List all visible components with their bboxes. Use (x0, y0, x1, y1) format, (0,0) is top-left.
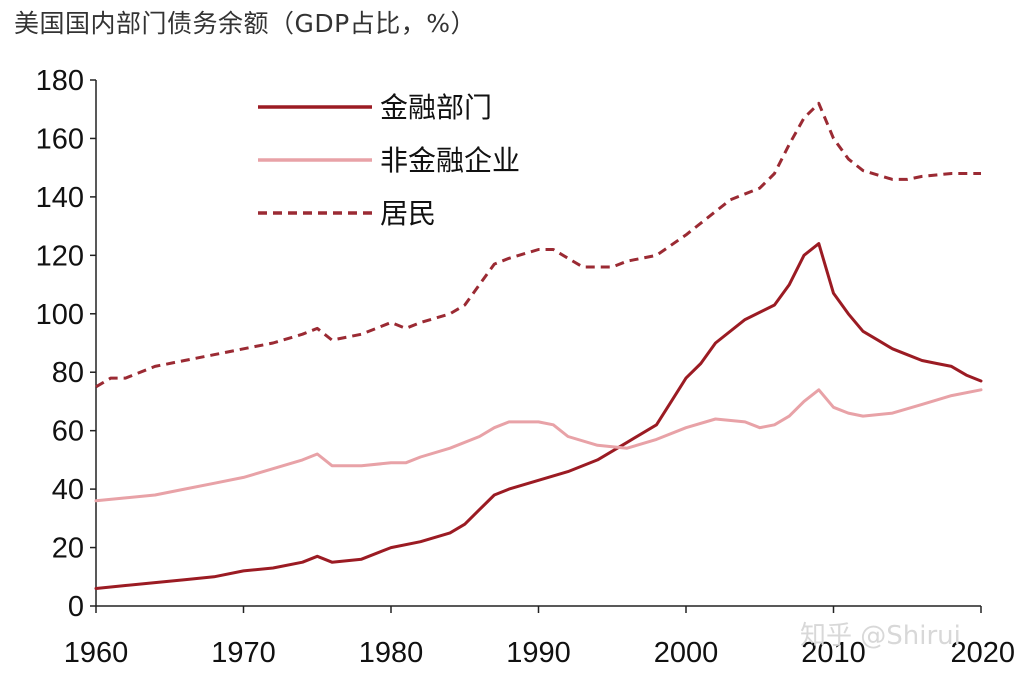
y-tick-label: 60 (52, 416, 84, 448)
x-tick-label: 1980 (359, 637, 424, 669)
x-tick-label: 2020 (950, 637, 1015, 669)
y-tick-label: 160 (36, 123, 84, 155)
series-lines (94, 101, 983, 590)
x-tick-label: 1990 (506, 637, 571, 669)
y-tick-label: 140 (36, 182, 84, 214)
y-tick-label: 0 (68, 591, 84, 623)
chart-title: 美国国内部门债务余额（GDP占比，%） (14, 9, 476, 38)
watermark-text: 知乎 @Shirui (800, 621, 961, 651)
y-tick-label: 20 (52, 533, 84, 565)
axes: 0 20 40 60 80 100 120 140 160 180 1960 1970 1980 1990… (36, 65, 1015, 669)
legend-label-1: 非金融企业 (380, 144, 520, 177)
x-tick-label: 2010 (801, 637, 866, 669)
y-tick-label: 180 (36, 65, 84, 97)
x-tick-label: 1960 (64, 637, 129, 669)
y-tick-label: 80 (52, 357, 84, 389)
x-tick-label: 1970 (211, 637, 276, 669)
legend-label-0: 金融部门 (380, 91, 492, 124)
y-tick-label: 100 (36, 299, 84, 331)
series-line-2 (95, 101, 981, 389)
legend-label-2: 居民 (380, 197, 436, 230)
series-line-0 (94, 242, 983, 590)
series-line-1 (94, 388, 983, 503)
x-tick-label: 2000 (654, 637, 719, 669)
y-tick-label: 40 (52, 474, 84, 506)
y-tick-label: 120 (36, 240, 84, 272)
